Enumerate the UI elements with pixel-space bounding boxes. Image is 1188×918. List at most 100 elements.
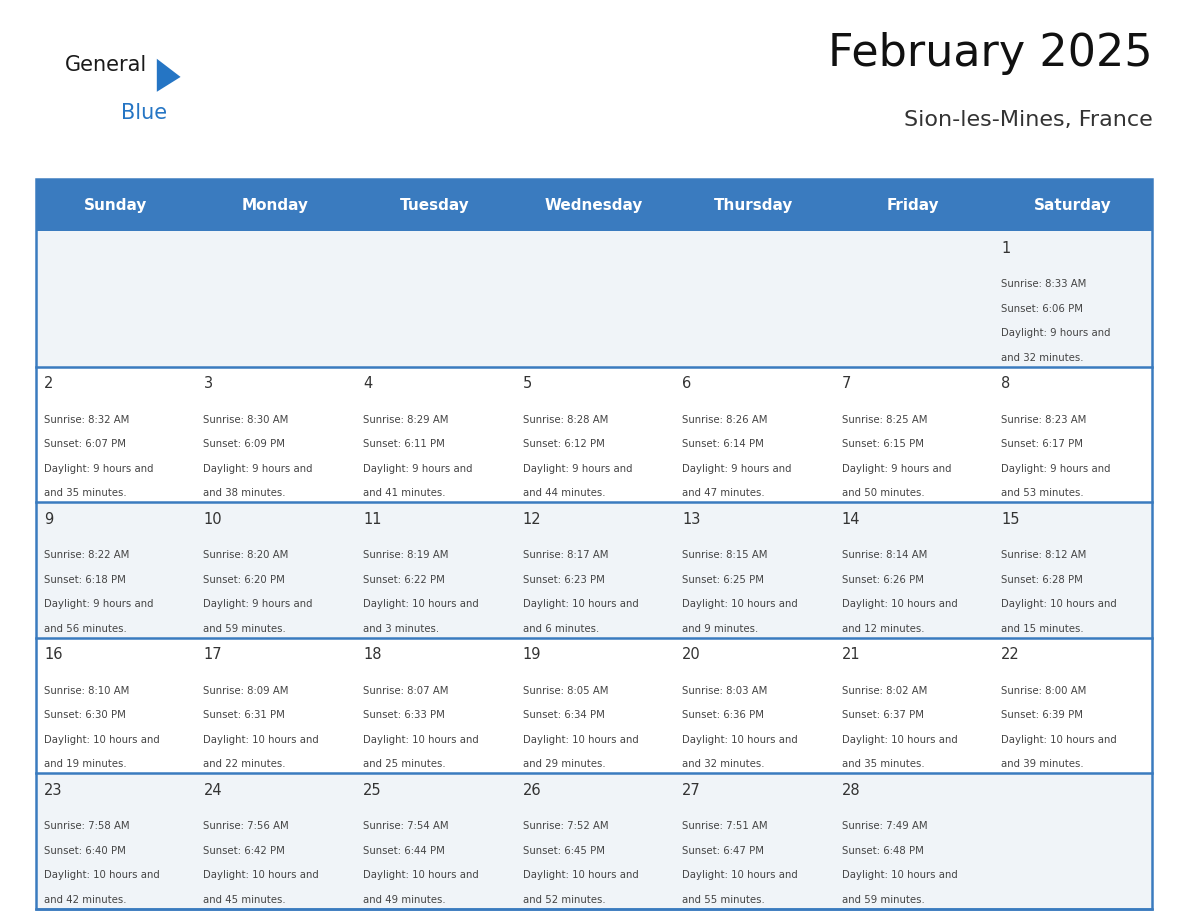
Text: and 56 minutes.: and 56 minutes. — [44, 624, 127, 634]
Text: Sunset: 6:07 PM: Sunset: 6:07 PM — [44, 439, 126, 449]
Text: Sunrise: 8:22 AM: Sunrise: 8:22 AM — [44, 550, 129, 560]
Text: 10: 10 — [203, 511, 222, 527]
Text: 9: 9 — [44, 511, 53, 527]
Text: Sunrise: 8:32 AM: Sunrise: 8:32 AM — [44, 415, 129, 424]
Text: Daylight: 10 hours and: Daylight: 10 hours and — [44, 870, 159, 880]
Text: 25: 25 — [364, 782, 381, 798]
Text: 26: 26 — [523, 782, 542, 798]
Text: and 25 minutes.: and 25 minutes. — [364, 759, 446, 769]
Text: Sunrise: 8:00 AM: Sunrise: 8:00 AM — [1001, 686, 1087, 696]
Text: 27: 27 — [682, 782, 701, 798]
Text: Daylight: 9 hours and: Daylight: 9 hours and — [44, 464, 153, 474]
Text: Sunset: 6:26 PM: Sunset: 6:26 PM — [841, 575, 923, 585]
Text: Daylight: 9 hours and: Daylight: 9 hours and — [841, 464, 952, 474]
Text: Sunday: Sunday — [83, 197, 147, 213]
Text: Sunset: 6:23 PM: Sunset: 6:23 PM — [523, 575, 605, 585]
Text: and 3 minutes.: and 3 minutes. — [364, 624, 440, 634]
Text: Sunrise: 7:54 AM: Sunrise: 7:54 AM — [364, 821, 449, 831]
Text: 24: 24 — [203, 782, 222, 798]
Text: Sunrise: 8:17 AM: Sunrise: 8:17 AM — [523, 550, 608, 560]
Text: Sunset: 6:22 PM: Sunset: 6:22 PM — [364, 575, 444, 585]
Text: and 19 minutes.: and 19 minutes. — [44, 759, 127, 769]
Text: Sunrise: 8:26 AM: Sunrise: 8:26 AM — [682, 415, 767, 424]
Text: Daylight: 9 hours and: Daylight: 9 hours and — [364, 464, 473, 474]
Text: and 9 minutes.: and 9 minutes. — [682, 624, 758, 634]
Text: 2: 2 — [44, 376, 53, 391]
Text: Sunset: 6:40 PM: Sunset: 6:40 PM — [44, 845, 126, 856]
Text: and 41 minutes.: and 41 minutes. — [364, 488, 446, 498]
Text: 13: 13 — [682, 511, 701, 527]
Text: and 35 minutes.: and 35 minutes. — [841, 759, 924, 769]
Text: and 59 minutes.: and 59 minutes. — [841, 895, 924, 905]
Text: Sunrise: 8:23 AM: Sunrise: 8:23 AM — [1001, 415, 1087, 424]
Text: 15: 15 — [1001, 511, 1019, 527]
Text: Sunrise: 8:10 AM: Sunrise: 8:10 AM — [44, 686, 129, 696]
Text: Sunset: 6:37 PM: Sunset: 6:37 PM — [841, 711, 923, 721]
Text: 28: 28 — [841, 782, 860, 798]
Text: Daylight: 10 hours and: Daylight: 10 hours and — [841, 599, 958, 610]
Text: and 39 minutes.: and 39 minutes. — [1001, 759, 1083, 769]
Text: Daylight: 10 hours and: Daylight: 10 hours and — [841, 870, 958, 880]
Text: 7: 7 — [841, 376, 851, 391]
Text: Daylight: 9 hours and: Daylight: 9 hours and — [203, 599, 312, 610]
Text: Sunrise: 7:56 AM: Sunrise: 7:56 AM — [203, 821, 289, 831]
Text: Sunset: 6:44 PM: Sunset: 6:44 PM — [364, 845, 444, 856]
Text: Daylight: 10 hours and: Daylight: 10 hours and — [523, 599, 638, 610]
Text: Sunset: 6:42 PM: Sunset: 6:42 PM — [203, 845, 285, 856]
Text: Daylight: 10 hours and: Daylight: 10 hours and — [682, 599, 798, 610]
Text: 17: 17 — [203, 647, 222, 662]
Text: and 6 minutes.: and 6 minutes. — [523, 624, 599, 634]
Text: 8: 8 — [1001, 376, 1011, 391]
Text: Sunrise: 7:51 AM: Sunrise: 7:51 AM — [682, 821, 767, 831]
Text: Sunrise: 8:15 AM: Sunrise: 8:15 AM — [682, 550, 767, 560]
Text: and 53 minutes.: and 53 minutes. — [1001, 488, 1083, 498]
Text: Daylight: 9 hours and: Daylight: 9 hours and — [1001, 464, 1111, 474]
Text: Sunrise: 8:20 AM: Sunrise: 8:20 AM — [203, 550, 289, 560]
Text: 16: 16 — [44, 647, 63, 662]
Text: Sunrise: 8:05 AM: Sunrise: 8:05 AM — [523, 686, 608, 696]
Text: 12: 12 — [523, 511, 542, 527]
Text: Sunset: 6:14 PM: Sunset: 6:14 PM — [682, 439, 764, 449]
Text: and 29 minutes.: and 29 minutes. — [523, 759, 605, 769]
Bar — [36, 179, 1152, 231]
Text: 23: 23 — [44, 782, 63, 798]
Text: 18: 18 — [364, 647, 381, 662]
Text: Sunrise: 8:14 AM: Sunrise: 8:14 AM — [841, 550, 927, 560]
Text: Saturday: Saturday — [1034, 197, 1112, 213]
Text: Sunset: 6:31 PM: Sunset: 6:31 PM — [203, 711, 285, 721]
Text: and 15 minutes.: and 15 minutes. — [1001, 624, 1083, 634]
Text: Sunrise: 8:03 AM: Sunrise: 8:03 AM — [682, 686, 767, 696]
Text: Monday: Monday — [241, 197, 309, 213]
Bar — [36, 231, 1152, 367]
Text: Sunset: 6:28 PM: Sunset: 6:28 PM — [1001, 575, 1083, 585]
Bar — [36, 367, 1152, 502]
Text: Daylight: 10 hours and: Daylight: 10 hours and — [364, 870, 479, 880]
Text: and 42 minutes.: and 42 minutes. — [44, 895, 126, 905]
Text: Sunrise: 8:12 AM: Sunrise: 8:12 AM — [1001, 550, 1087, 560]
Text: Sunset: 6:48 PM: Sunset: 6:48 PM — [841, 845, 923, 856]
Text: 14: 14 — [841, 511, 860, 527]
Text: Daylight: 10 hours and: Daylight: 10 hours and — [523, 870, 638, 880]
Text: Sunrise: 8:28 AM: Sunrise: 8:28 AM — [523, 415, 608, 424]
Text: Daylight: 10 hours and: Daylight: 10 hours and — [1001, 734, 1117, 744]
Text: Daylight: 9 hours and: Daylight: 9 hours and — [1001, 329, 1111, 339]
Text: Sunset: 6:45 PM: Sunset: 6:45 PM — [523, 845, 605, 856]
Text: Sunset: 6:15 PM: Sunset: 6:15 PM — [841, 439, 923, 449]
Text: Daylight: 9 hours and: Daylight: 9 hours and — [523, 464, 632, 474]
Text: Daylight: 10 hours and: Daylight: 10 hours and — [364, 599, 479, 610]
Text: Sunset: 6:39 PM: Sunset: 6:39 PM — [1001, 711, 1083, 721]
Text: Sunrise: 8:02 AM: Sunrise: 8:02 AM — [841, 686, 927, 696]
Text: 5: 5 — [523, 376, 532, 391]
Text: 3: 3 — [203, 376, 213, 391]
Text: Sunset: 6:30 PM: Sunset: 6:30 PM — [44, 711, 126, 721]
Text: and 32 minutes.: and 32 minutes. — [1001, 353, 1083, 363]
Text: Blue: Blue — [121, 103, 168, 123]
Text: 6: 6 — [682, 376, 691, 391]
Text: 11: 11 — [364, 511, 381, 527]
Text: Sunset: 6:17 PM: Sunset: 6:17 PM — [1001, 439, 1083, 449]
Text: February 2025: February 2025 — [828, 32, 1152, 75]
Text: Sunset: 6:12 PM: Sunset: 6:12 PM — [523, 439, 605, 449]
Text: Daylight: 10 hours and: Daylight: 10 hours and — [682, 870, 798, 880]
Text: and 55 minutes.: and 55 minutes. — [682, 895, 765, 905]
Text: 4: 4 — [364, 376, 372, 391]
